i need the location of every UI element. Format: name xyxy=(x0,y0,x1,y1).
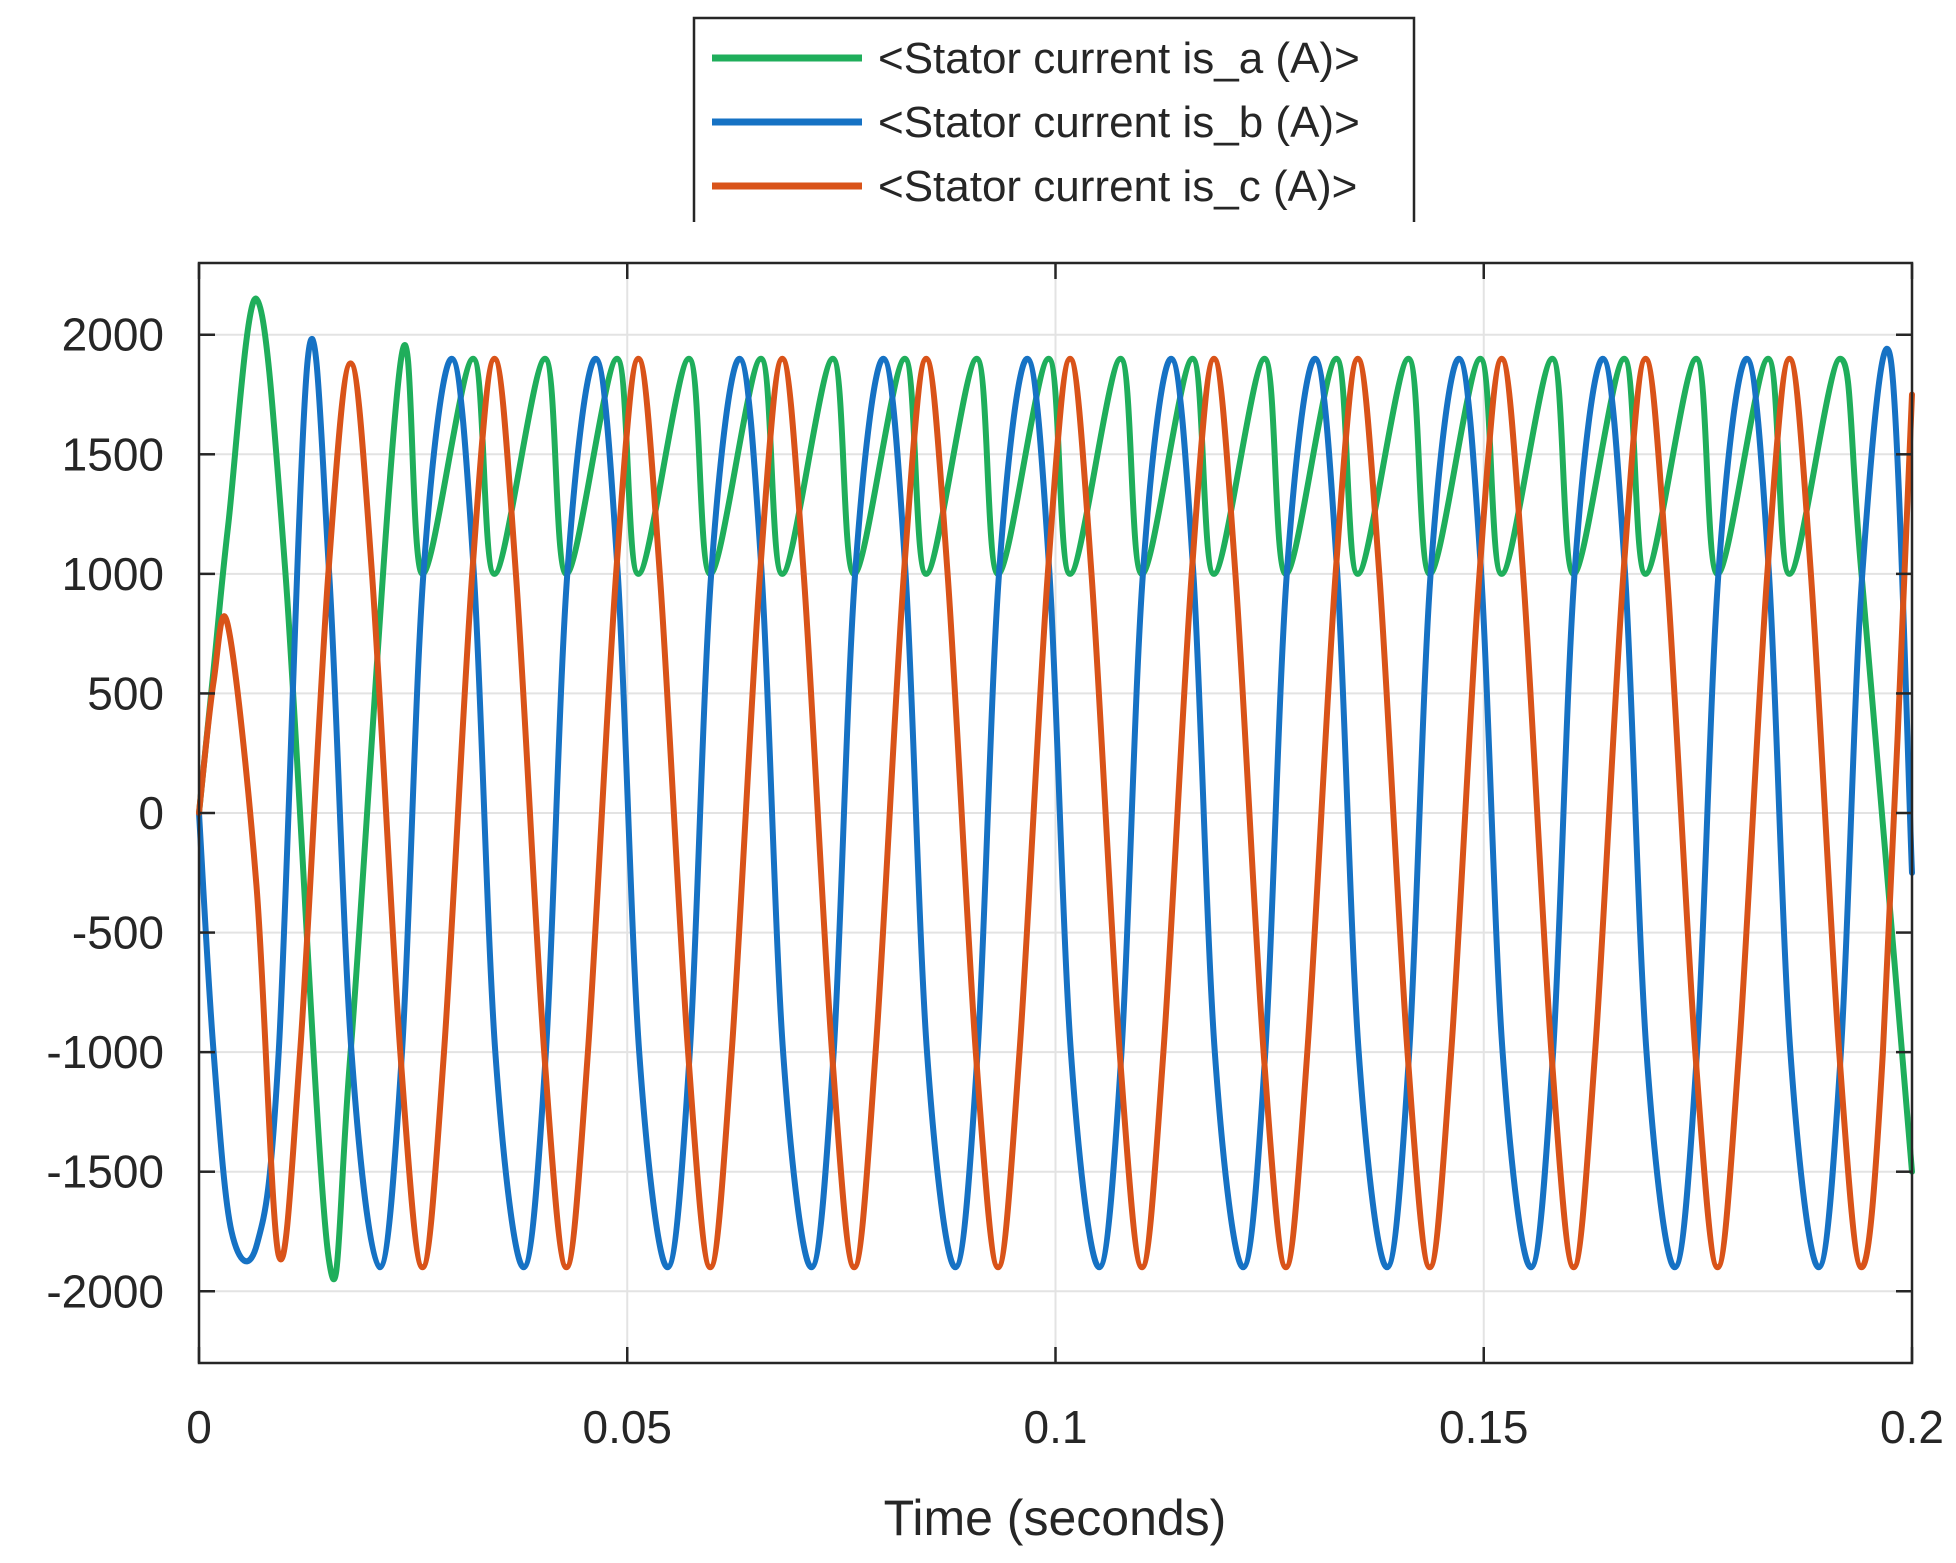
y-tick-label: 2000 xyxy=(62,309,164,361)
series-lines xyxy=(196,295,1915,1283)
y-tick-label: 1000 xyxy=(62,548,164,600)
x-tick-label: 0.2 xyxy=(1880,1401,1944,1453)
y-tick-labels: 2000 1500 1000 500 0 -500 -1000 -1500 -2000 xyxy=(46,309,164,1318)
x-tick-label: 0.05 xyxy=(582,1401,672,1453)
x-tick-label: 0.15 xyxy=(1439,1401,1529,1453)
y-tick-label: -1500 xyxy=(46,1146,164,1198)
y-tick-label: -1000 xyxy=(46,1026,164,1078)
legend: <Stator current is_a (A)> <Stator current… xyxy=(692,16,1416,222)
x-tick-label: 0.1 xyxy=(1024,1401,1088,1453)
y-tick-label: -500 xyxy=(72,907,164,959)
y-tick-label: 1500 xyxy=(62,428,164,480)
legend-label-c: <Stator current is_c (A)> xyxy=(878,162,1357,211)
legend-entries: <Stator current is_a (A)> <Stator current… xyxy=(712,34,1360,211)
axis-ticks xyxy=(197,263,1914,1363)
x-axis-label: Time (seconds) xyxy=(884,1490,1227,1546)
x-tick-label: 0 xyxy=(186,1401,212,1453)
y-tick-label: 500 xyxy=(87,667,164,719)
y-tick-label: -2000 xyxy=(46,1265,164,1317)
legend-label-b: <Stator current is_b (A)> xyxy=(878,98,1360,147)
x-tick-labels: 0 0.05 0.1 0.15 0.2 xyxy=(186,1401,1944,1453)
y-tick-label: 0 xyxy=(138,787,164,839)
series-line-b xyxy=(196,336,1915,1271)
series-line-c xyxy=(196,355,1915,1271)
legend-frame xyxy=(692,16,1416,222)
legend-label-a: <Stator current is_a (A)> xyxy=(878,34,1360,83)
